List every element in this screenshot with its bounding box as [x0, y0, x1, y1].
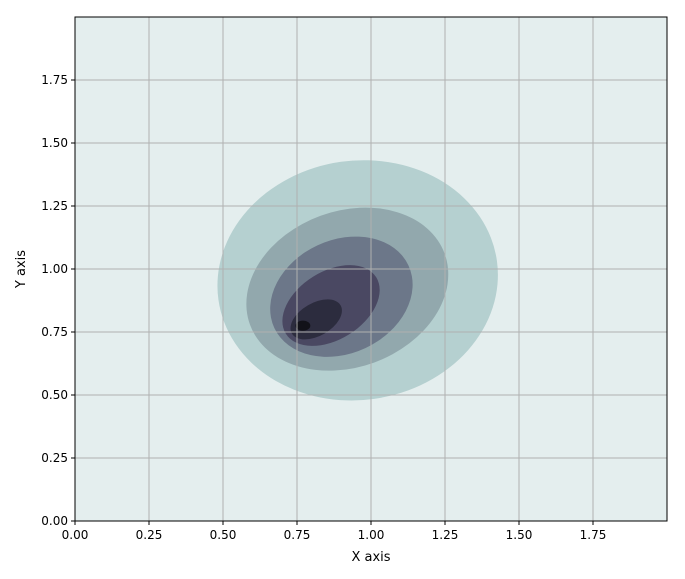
y-tick-label: 1.00	[41, 262, 68, 276]
y-tick-label: 0.25	[41, 451, 68, 465]
x-tick-label: 1.75	[580, 528, 607, 542]
y-tick-label: 0.75	[41, 325, 68, 339]
x-axis-label: X axis	[351, 550, 390, 565]
x-tick-label: 0.25	[136, 528, 163, 542]
x-tick-label: 1.00	[358, 528, 385, 542]
contour-level-6	[295, 320, 311, 331]
y-tick-label: 1.25	[41, 199, 68, 213]
x-tick-label: 0.75	[284, 528, 311, 542]
x-tick-label: 1.50	[506, 528, 533, 542]
x-tick-label: 1.25	[432, 528, 459, 542]
y-tick-label: 1.75	[41, 73, 68, 87]
y-axis-label: Y axis	[14, 250, 29, 289]
y-tick-label: 0.00	[41, 514, 68, 528]
x-tick-label: 0.50	[210, 528, 237, 542]
x-tick-label: 0.00	[62, 528, 89, 542]
y-tick-label: 0.50	[41, 388, 68, 402]
y-tick-label: 1.50	[41, 136, 68, 150]
